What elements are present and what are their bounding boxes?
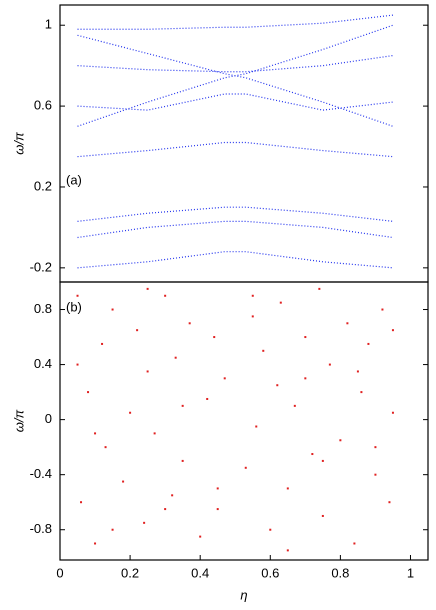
x-tick-label: 0.6 [261,565,279,580]
point [374,446,377,449]
point [279,301,282,304]
point [206,397,209,400]
point [146,287,149,290]
point [353,542,356,545]
point [367,342,370,345]
y-tick-label: -0.8 [30,521,52,536]
point [328,363,331,366]
point [251,315,254,318]
band-line [77,34,394,127]
x-tick-label: 1 [407,565,414,580]
point [391,411,394,414]
point [293,404,296,407]
point [181,459,184,462]
x-tick-label: 0 [56,565,63,580]
point [360,391,363,394]
plot-frame [59,4,429,283]
point [286,549,289,552]
band-line [77,14,394,30]
point [286,487,289,490]
point [276,384,279,387]
point [104,446,107,449]
point [269,528,272,531]
band-line [77,93,394,111]
point [164,294,167,297]
point [76,363,79,366]
point [304,377,307,380]
y-axis-label: ω/π [11,132,26,155]
point [311,453,314,456]
point [153,432,156,435]
point [122,480,125,483]
point [321,514,324,517]
plot-frame [59,281,429,561]
point [101,342,104,345]
point [255,425,258,428]
y-tick-label: -0.4 [30,466,52,481]
band-line [77,206,394,222]
point [111,308,114,311]
point [87,391,90,394]
y-tick-label: 0.2 [34,178,52,193]
point [356,370,359,373]
point [244,466,247,469]
point [223,377,226,380]
band-line [77,54,394,73]
y-tick-label: 0.8 [34,301,52,316]
point [339,439,342,442]
x-tick-label: 0.2 [121,565,139,580]
x-axis-label: η [240,587,247,602]
point [262,349,265,352]
band-line [77,141,394,158]
point [216,487,219,490]
band-line [77,24,394,127]
point [213,336,216,339]
point [318,287,321,290]
point [181,404,184,407]
x-tick-label: 0.8 [331,565,349,580]
point [391,329,394,332]
point [80,501,83,504]
panel-label: (b) [66,299,82,314]
point [146,370,149,373]
point [143,521,146,524]
point [216,508,219,511]
point [199,535,202,538]
point [321,459,324,462]
point [111,528,114,531]
point [251,294,254,297]
point [136,329,139,332]
x-tick-label: 0.4 [191,565,209,580]
point [94,432,97,435]
y-tick-label: 0.4 [34,356,52,371]
y-tick-label: 0.6 [34,98,52,113]
point [374,473,377,476]
point [188,322,191,325]
point [388,501,391,504]
point [94,542,97,545]
y-tick-label: 0 [45,411,52,426]
point [304,336,307,339]
point [381,308,384,311]
panel-label: (a) [66,172,82,187]
point [174,356,177,359]
point [129,411,132,414]
y-tick-label: 1 [45,17,52,32]
band-line [77,251,394,269]
y-axis-label: ω/π [11,409,26,432]
point [346,322,349,325]
point [164,508,167,511]
y-tick-label: -0.2 [30,259,52,274]
point [171,494,174,497]
band-line [77,220,394,239]
point [76,294,79,297]
